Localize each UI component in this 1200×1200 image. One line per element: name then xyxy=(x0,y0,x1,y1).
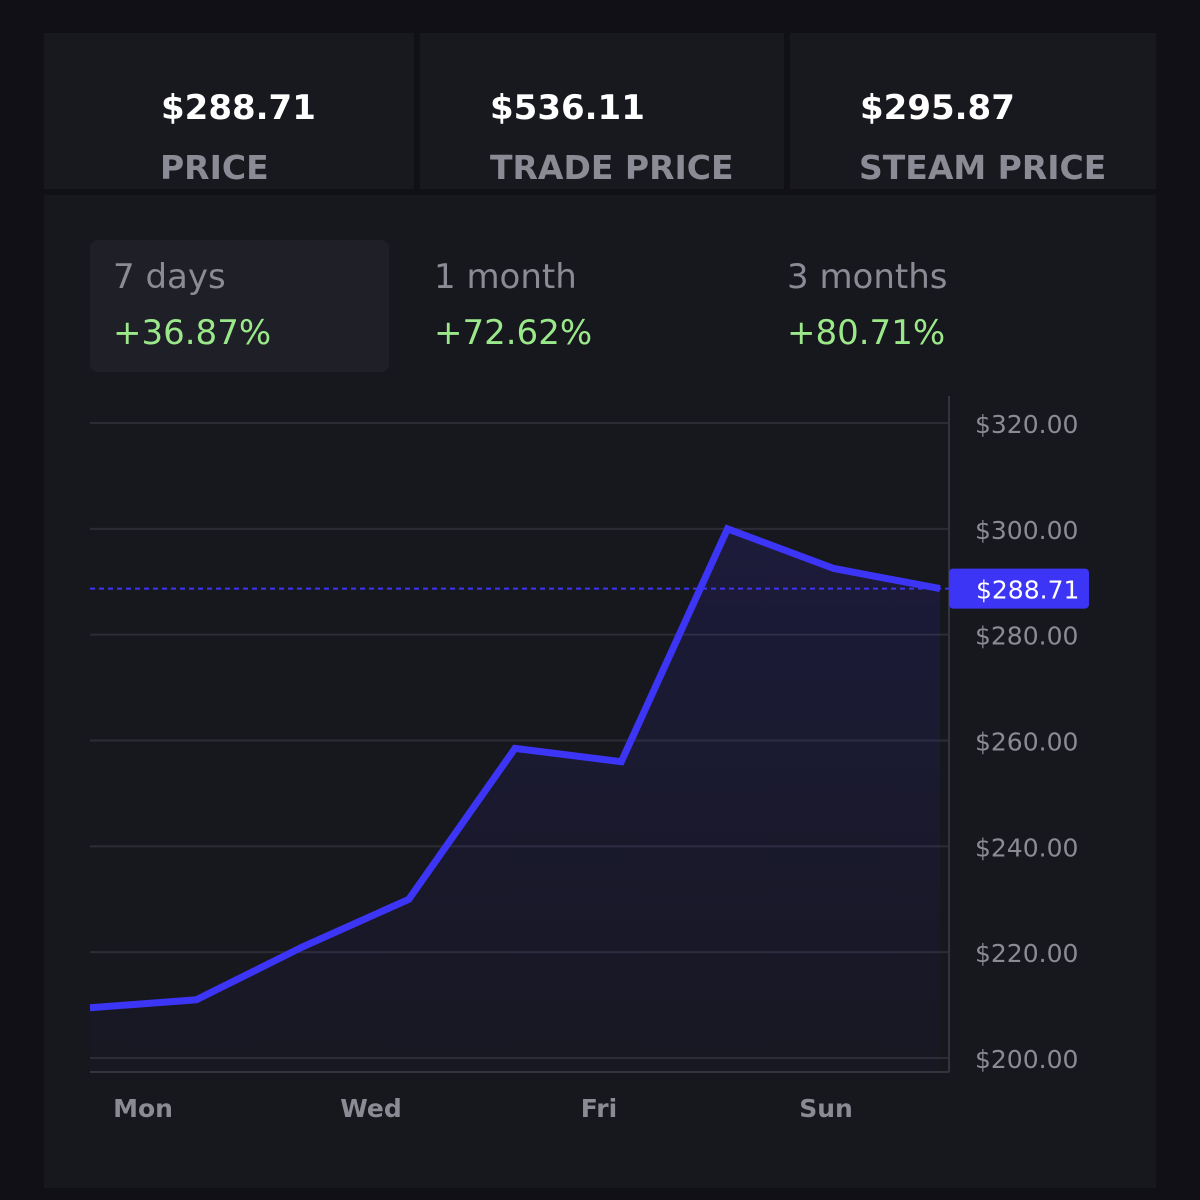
y-tick-label: $280.00 xyxy=(975,622,1078,651)
y-tick-label: $220.00 xyxy=(975,939,1078,968)
x-tick-label: Sun xyxy=(799,1094,853,1123)
stat-trade-price-value: $536.11 xyxy=(490,88,645,128)
price-stats: $288.71 PRICE $536.11 TRADE PRICE $295.8… xyxy=(44,33,1156,189)
range-tab-label: 7 days xyxy=(113,257,226,297)
stat-price-value: $288.71 xyxy=(161,88,316,128)
y-tick-label: $260.00 xyxy=(975,728,1078,757)
current-price-badge xyxy=(949,568,1089,609)
y-tick-label: $300.00 xyxy=(975,516,1078,545)
stat-price-label: PRICE xyxy=(160,148,269,187)
x-tick-label: Fri xyxy=(581,1094,617,1123)
stat-trade-price-label: TRADE PRICE xyxy=(490,148,734,187)
range-tab-change: +80.71% xyxy=(787,313,946,353)
range-tab-7-days[interactable]: 7 days +36.87% xyxy=(90,240,389,372)
price-area-fill xyxy=(90,528,940,1071)
stat-trade-price: $536.11 TRADE PRICE xyxy=(420,33,784,189)
y-tick-label: $240.00 xyxy=(975,833,1078,862)
stat-price: $288.71 PRICE xyxy=(44,33,414,189)
range-tab-3-months[interactable]: 3 months +80.71% xyxy=(764,240,1064,372)
range-tab-label: 1 month xyxy=(434,257,577,297)
stat-steam-price: $295.87 STEAM PRICE xyxy=(790,33,1156,189)
x-tick-label: Wed xyxy=(340,1094,402,1123)
range-tab-change: +72.62% xyxy=(434,313,593,353)
y-tick-label: $200.00 xyxy=(975,1045,1078,1074)
price-series-line xyxy=(89,524,941,1012)
current-price-label: $288.71 xyxy=(976,576,1079,605)
range-tab-1-month[interactable]: 1 month +72.62% xyxy=(411,240,711,372)
stat-steam-price-value: $295.87 xyxy=(860,88,1015,128)
stat-steam-price-label: STEAM PRICE xyxy=(859,148,1107,187)
y-tick-label: $320.00 xyxy=(975,410,1078,439)
x-tick-label: Mon xyxy=(113,1094,173,1123)
range-tab-label: 3 months xyxy=(787,257,948,297)
range-tab-change: +36.87% xyxy=(113,313,272,353)
